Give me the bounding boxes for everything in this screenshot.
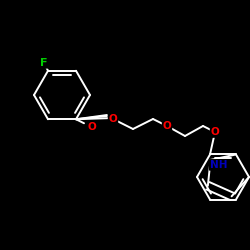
Text: O: O	[210, 127, 220, 137]
Text: O: O	[162, 121, 172, 131]
Text: O: O	[108, 114, 118, 124]
Text: O: O	[88, 122, 96, 132]
Text: F: F	[40, 58, 48, 68]
Text: NH: NH	[210, 160, 227, 170]
